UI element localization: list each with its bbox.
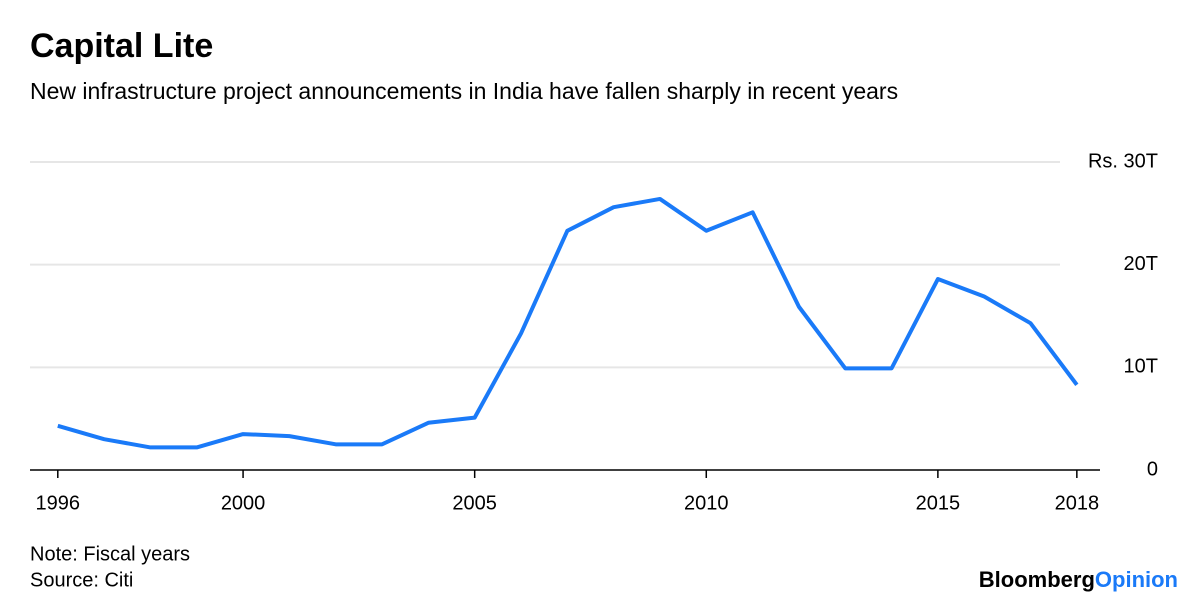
y-tick-label: 0 — [1147, 458, 1158, 480]
y-tick-label: Rs. 30T — [1088, 150, 1158, 172]
x-tick-label: 2015 — [916, 492, 961, 514]
logo: BloombergOpinion — [979, 567, 1178, 592]
y-tick-label: 20T — [1124, 253, 1158, 275]
x-tick-label: 2018 — [1055, 492, 1100, 514]
x-tick-label: 2000 — [221, 492, 266, 514]
y-tick-label: 10T — [1124, 356, 1158, 378]
logo-suffix: Opinion — [1095, 567, 1178, 592]
note: Note: Fiscal years — [30, 543, 190, 565]
x-tick-label: 2010 — [684, 492, 729, 514]
logo-name: Bloomberg — [979, 567, 1095, 592]
chart-title: Capital Lite — [30, 27, 213, 65]
x-tick-label: 1996 — [36, 492, 81, 514]
source: Source: Citi — [30, 569, 133, 591]
chart-subtitle: New infrastructure project announcements… — [30, 78, 898, 104]
line — [57, 196, 1079, 450]
x-tick-label: 2005 — [452, 492, 497, 514]
